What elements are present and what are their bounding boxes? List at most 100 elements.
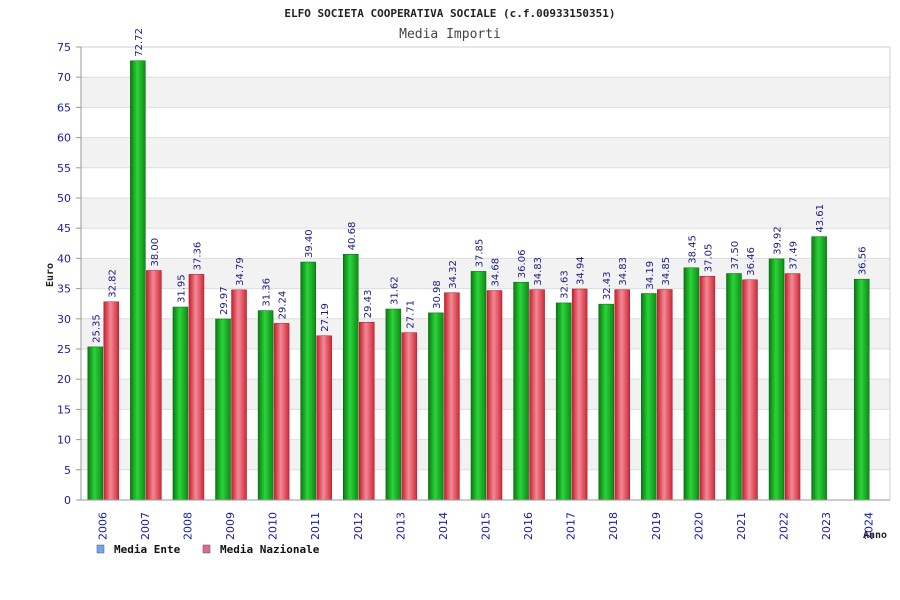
value-label-ente-2008: 31.95 (176, 274, 187, 303)
y-tick-label: 40 (57, 252, 71, 265)
bar-media-nazionale-2014 (444, 292, 460, 501)
bar-media-ente-2013 (385, 308, 402, 501)
legend: Media Ente Media Nazionale (96, 543, 320, 556)
x-tick-label-2010: 2010 (267, 512, 280, 540)
y-tick-label: 45 (57, 222, 71, 235)
x-tick-label-2016: 2016 (522, 512, 535, 540)
bar-media-ente-2014 (428, 312, 444, 501)
y-axis: 0 5 10 15 20 25 30 35 40 45 50 55 60 65 70 75 (57, 41, 81, 507)
y-tick-label: 15 (57, 403, 71, 416)
bar-media-ente-2012 (343, 254, 359, 501)
bar-media-nazionale-2013 (401, 332, 418, 501)
x-tick-label-2006: 2006 (96, 512, 109, 540)
value-label-nazionale-2019: 34.85 (661, 257, 672, 286)
bar-media-nazionale-2010 (273, 323, 290, 501)
value-label-ente-2010: 31.36 (262, 278, 273, 307)
value-label-nazionale-2015: 34.68 (491, 258, 502, 287)
value-label-ente-2019: 34.19 (645, 261, 656, 290)
bar-media-ente-2009 (215, 318, 231, 501)
bar-media-nazionale-2011 (316, 335, 332, 501)
y-tick-label: 25 (57, 343, 71, 356)
bar-media-ente-2019 (641, 293, 657, 501)
value-label-ente-2024: 36.56 (858, 247, 869, 276)
value-label-nazionale-2016: 34.83 (533, 257, 544, 286)
bar-media-nazionale-2006 (103, 301, 120, 501)
value-label-ente-2006: 25.35 (91, 314, 102, 343)
value-label-ente-2017: 32.63 (560, 270, 571, 299)
x-tick-label-2015: 2015 (480, 512, 493, 540)
y-tick-label: 70 (57, 71, 71, 84)
bars (87, 60, 870, 501)
value-label-nazionale-2007: 38.00 (150, 238, 161, 267)
y-tick-label: 60 (57, 132, 71, 145)
x-tick-label-2023: 2023 (820, 512, 833, 540)
value-label-ente-2015: 37.85 (475, 239, 486, 268)
bar-media-ente-2018 (598, 303, 614, 501)
x-tick-label-2009: 2009 (224, 512, 237, 540)
bar-media-nazionale-2019 (657, 289, 673, 501)
y-axis-label: Euro (45, 263, 56, 287)
bar-media-ente-2016 (513, 281, 529, 501)
value-label-ente-2007: 72.72 (134, 28, 145, 57)
value-label-nazionale-2014: 34.32 (448, 260, 459, 289)
value-label-nazionale-2012: 29.43 (363, 290, 374, 319)
y-tick-label: 20 (57, 373, 71, 386)
bar-media-nazionale-2012 (359, 321, 375, 501)
legend-label-media-ente: Media Ente (114, 543, 181, 556)
bar-media-ente-2020 (683, 267, 700, 501)
x-tick-label-2014: 2014 (437, 512, 450, 540)
chart-title: ELFO SOCIETA COOPERATIVA SOCIALE (c.f.00… (284, 7, 615, 20)
bar-media-nazionale-2021 (742, 279, 758, 501)
bar-media-ente-2022 (768, 258, 785, 501)
value-label-nazionale-2008: 37.36 (192, 242, 203, 271)
x-tick-label-2024: 2024 (863, 512, 876, 540)
bar-media-nazionale-2016 (529, 289, 545, 501)
bar-media-ente-2010 (257, 310, 274, 501)
y-tick-label: 65 (57, 101, 71, 114)
value-label-ente-2022: 39.92 (773, 226, 784, 255)
x-tick-label-2018: 2018 (607, 512, 620, 540)
chart-subtitle: Media Importi (399, 27, 501, 42)
x-tick-label-2019: 2019 (650, 512, 663, 540)
value-label-ente-2012: 40.68 (347, 222, 358, 251)
value-label-nazionale-2017: 34.94 (576, 256, 587, 285)
y-tick-label: 30 (57, 313, 71, 326)
bar-media-nazionale-2022 (784, 273, 801, 501)
bar-media-ente-2024 (853, 278, 870, 501)
y-tick-label: 75 (57, 41, 71, 54)
x-tick-label-2021: 2021 (735, 512, 748, 540)
value-label-nazionale-2022: 37.49 (789, 241, 800, 270)
x-tick-label-2011: 2011 (309, 512, 322, 540)
bar-media-ente-2006 (87, 346, 104, 501)
bar-media-ente-2015 (470, 271, 487, 501)
value-label-nazionale-2009: 34.79 (235, 257, 246, 286)
value-label-nazionale-2020: 37.05 (703, 244, 714, 273)
x-tick-label-2008: 2008 (181, 512, 194, 540)
y-tick-label: 5 (64, 464, 71, 477)
grid-band (81, 77, 890, 108)
x-axis: 2006 2007 2008 2009 2010 2011 2012 2013 2014 2015… (96, 512, 875, 540)
grid-band (81, 198, 890, 229)
x-tick-label-2012: 2012 (352, 512, 365, 540)
y-tick-label: 55 (57, 162, 71, 175)
x-tick-label-2013: 2013 (394, 512, 407, 540)
bar-media-nazionale-2017 (571, 288, 588, 501)
y-tick-label: 10 (57, 434, 71, 447)
value-label-ente-2023: 43.61 (815, 204, 826, 233)
value-label-nazionale-2021: 36.46 (746, 247, 757, 276)
y-tick-label: 0 (64, 494, 71, 507)
value-label-nazionale-2013: 27.71 (405, 300, 416, 329)
value-label-ente-2014: 30.98 (432, 280, 443, 309)
x-tick-label-2007: 2007 (139, 512, 152, 540)
legend-swatch-media-ente (96, 544, 105, 554)
bar-media-ente-2008 (172, 306, 189, 501)
bar-media-nazionale-2009 (231, 289, 247, 501)
bar-media-nazionale-2018 (614, 289, 630, 501)
bar-media-ente-2021 (726, 273, 742, 501)
bar-media-nazionale-2008 (188, 274, 205, 501)
bar-media-ente-2011 (300, 261, 316, 501)
value-label-nazionale-2006: 32.82 (107, 269, 118, 298)
bar-media-ente-2017 (555, 302, 572, 501)
value-label-ente-2011: 39.40 (304, 229, 315, 258)
